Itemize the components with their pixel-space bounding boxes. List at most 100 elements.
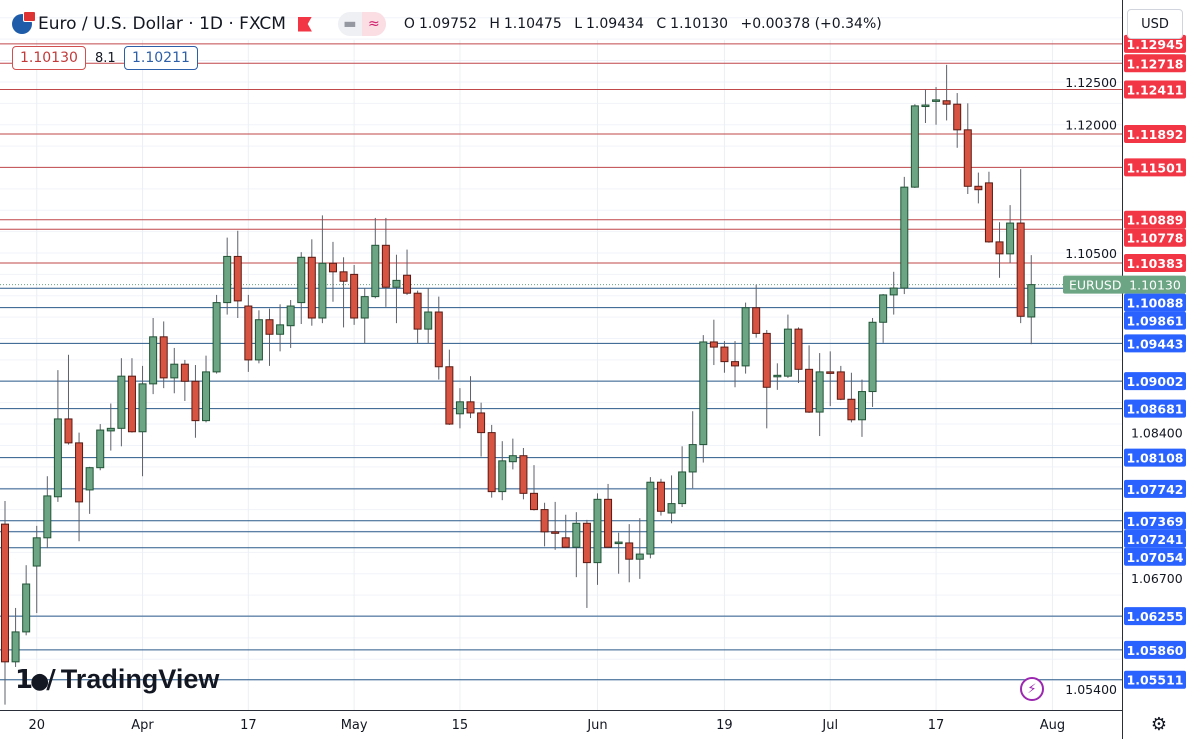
candle-down[interactable] [350,273,359,319]
candle-up[interactable] [318,262,327,319]
candle-up[interactable] [667,503,676,514]
candle-up[interactable] [932,99,941,102]
candle-up[interactable] [360,296,369,319]
candle-down[interactable] [836,371,845,400]
candle-up[interactable] [1027,284,1036,318]
flag-icon[interactable] [297,16,312,32]
candle-down[interactable] [942,100,951,105]
candle-up[interactable] [11,631,20,663]
candle-up[interactable] [879,294,888,323]
candle-down[interactable] [582,522,591,564]
candle-up[interactable] [297,256,306,304]
candle-up[interactable] [43,495,52,539]
candle-up[interactable] [741,307,750,367]
sell-button[interactable]: 1.10130 [12,46,86,70]
candle-down[interactable] [519,455,528,494]
candle-down[interactable] [731,361,740,367]
candle-up[interactable] [455,401,464,415]
candle-up[interactable] [572,522,581,548]
gear-icon[interactable]: ⚙ [1150,713,1168,735]
candle-down[interactable] [963,129,972,187]
candle-down[interactable] [434,311,443,368]
candle-down[interactable] [540,509,549,533]
candle-up[interactable] [96,429,105,469]
candle-up[interactable] [593,498,602,564]
candle-down[interactable] [445,366,454,425]
candle-up[interactable] [773,374,782,378]
candle-down[interactable] [625,542,634,560]
candle-down[interactable] [995,241,1004,255]
candle-up[interactable] [53,418,62,498]
candle-down[interactable] [265,319,274,335]
candle-down[interactable] [709,341,718,348]
candle-down[interactable] [180,363,189,382]
candle-down[interactable] [477,412,486,434]
approx-icon[interactable]: ≈ [361,12,386,36]
candle-up[interactable] [117,375,126,429]
buy-button[interactable]: 1.10211 [124,46,198,70]
candle-up[interactable] [85,467,94,491]
candle-down[interactable] [551,531,560,534]
candle-up[interactable] [508,455,517,463]
candle-down[interactable] [794,328,803,370]
candle-down[interactable] [974,185,983,191]
candle-down[interactable] [561,537,570,548]
candle-up[interactable] [22,583,31,633]
candle-up[interactable] [900,186,909,289]
candle-up[interactable] [783,328,792,377]
candle-down[interactable] [752,307,761,334]
candle-down[interactable] [244,305,253,361]
candle-down[interactable] [403,274,412,294]
candle-down[interactable] [64,418,73,444]
minus-icon[interactable]: ▬ [343,16,357,32]
candle-up[interactable] [1006,222,1015,255]
candle-up[interactable] [212,302,221,373]
candle-up[interactable] [223,255,232,304]
candle-up[interactable] [889,287,898,296]
candle-down[interactable] [381,244,390,288]
candle-down[interactable] [466,401,475,414]
candle-down[interactable] [413,292,422,330]
tradingview-logo[interactable]: 1●/ TradingView [15,664,219,695]
candle-up[interactable] [910,105,919,188]
candle-down[interactable] [826,371,835,374]
candle-down[interactable] [1016,222,1025,317]
candle-up[interactable] [106,427,115,432]
candle-down[interactable] [339,271,348,282]
candle-down[interactable] [1,523,9,663]
candle-up[interactable] [276,324,285,335]
candle-up[interactable] [254,319,263,361]
candle-down[interactable] [847,398,856,421]
candle-down[interactable] [328,262,337,273]
candle-down[interactable] [191,380,200,422]
candle-down[interactable] [720,346,729,363]
candle-up[interactable] [392,279,401,288]
candle-down[interactable] [487,432,496,493]
lightning-icon[interactable]: ⚡ [1020,677,1044,701]
candle-down[interactable] [75,442,84,503]
candle-down[interactable] [233,255,242,302]
candle-up[interactable] [688,444,697,473]
currency-button[interactable]: USD [1127,9,1183,39]
symbol-title[interactable]: Euro / U.S. Dollar · 1D · FXCM [38,14,286,34]
candle-up[interactable] [699,341,708,446]
candle-up[interactable] [202,371,211,422]
candle-up[interactable] [286,305,295,327]
candle-up[interactable] [149,336,158,385]
candle-up[interactable] [170,363,179,379]
candle-down[interactable] [656,481,665,512]
candle-up[interactable] [424,311,433,330]
candle-up[interactable] [921,104,930,108]
candle-up[interactable] [498,460,507,493]
candle-down[interactable] [159,336,168,379]
candle-up[interactable] [635,553,644,560]
candle-down[interactable] [953,103,962,131]
candle-up[interactable] [857,391,866,421]
candle-up[interactable] [614,541,623,545]
candle-up[interactable] [868,321,877,393]
candle-up[interactable] [32,537,41,567]
candle-down[interactable] [127,375,136,433]
candle-up[interactable] [371,244,380,298]
candle-up[interactable] [138,383,147,433]
